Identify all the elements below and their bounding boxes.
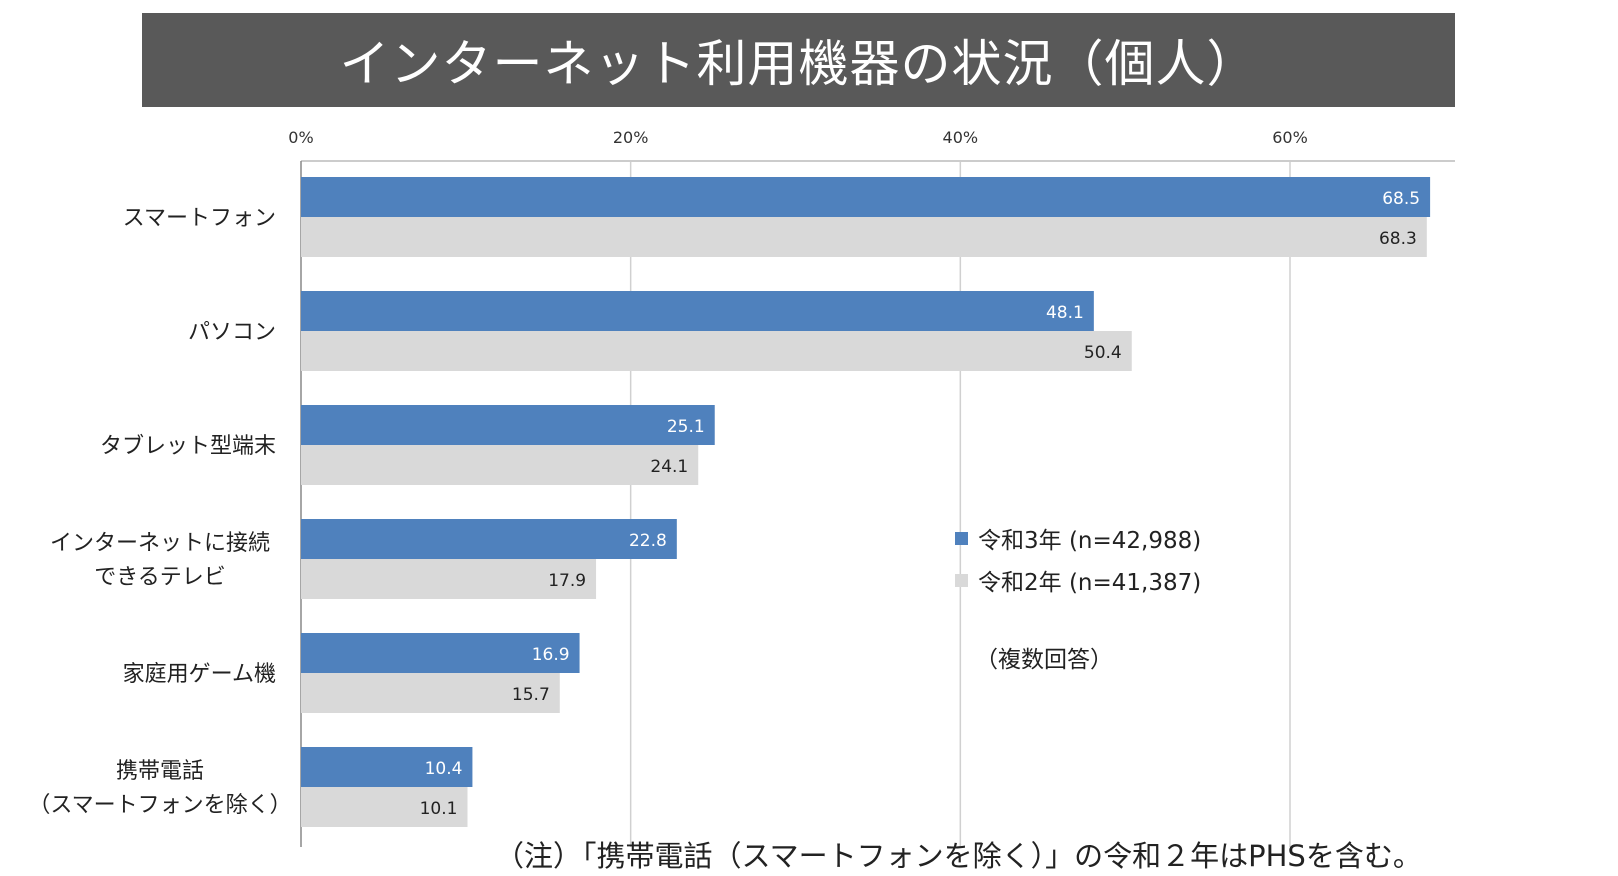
category-label: パソコン [188, 320, 276, 345]
data-label: 24.1 [650, 457, 688, 477]
category-label: 携帯電話 [116, 759, 204, 784]
footnote: （注）「携帯電話（スマートフォンを除く）」の令和２年はPHSを含む。 [495, 839, 1422, 873]
data-label: 25.1 [667, 417, 705, 437]
data-label: 15.7 [512, 685, 550, 705]
tick-label: 40% [943, 128, 979, 147]
bar-series-b [301, 217, 1427, 257]
bar-series-b [301, 673, 560, 713]
data-label: 10.1 [420, 799, 458, 819]
bar-series-b [301, 559, 597, 599]
category-label: スマートフォン [123, 206, 276, 231]
data-label: 16.9 [532, 645, 570, 665]
category-label: 家庭用ゲーム機 [123, 662, 276, 687]
bar-series-a [301, 519, 677, 559]
data-label: 22.8 [629, 531, 667, 551]
data-label: 50.4 [1084, 343, 1122, 363]
bar-series-a [301, 177, 1431, 217]
category-label: インターネットに接続 [50, 531, 270, 556]
bar-series-a [301, 291, 1094, 331]
bar-series-b [301, 787, 468, 827]
legend-swatch [955, 574, 968, 587]
bar-series-a [301, 747, 473, 787]
legend-label: 令和2年 (n=41,387) [978, 570, 1201, 596]
bar-series-b [301, 445, 699, 485]
data-label: 68.3 [1379, 229, 1417, 249]
data-label: 17.9 [548, 571, 586, 591]
data-label: 48.1 [1046, 303, 1084, 323]
tick-label: 60% [1272, 128, 1308, 147]
legend-label: 令和3年 (n=42,988) [978, 528, 1201, 554]
data-label: 10.4 [425, 759, 463, 779]
chart-title: インターネット利用機器の状況（個人） [142, 13, 1455, 107]
bar-series-b [301, 331, 1132, 371]
category-label: できるテレビ [94, 565, 226, 590]
tick-label: 0% [288, 128, 313, 147]
bar-series-a [301, 405, 715, 445]
category-label: タブレット型端末 [100, 434, 276, 459]
category-label: （スマートフォンを除く） [28, 793, 291, 818]
multiple-answer-note: （複数回答） [975, 647, 1113, 673]
tick-label: 20% [613, 128, 649, 147]
legend-swatch [955, 532, 968, 545]
bar-series-a [301, 633, 580, 673]
data-label: 68.5 [1382, 189, 1420, 209]
